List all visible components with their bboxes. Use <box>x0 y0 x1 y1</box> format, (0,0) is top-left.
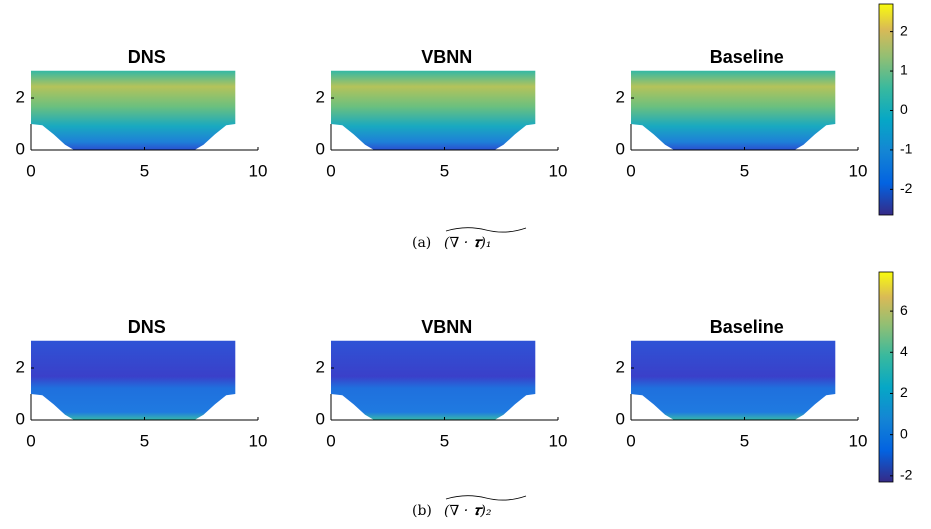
x-tick-label: 5 <box>440 431 449 450</box>
panel-title: DNS <box>128 47 166 67</box>
y-tick-label: 0 <box>316 139 325 158</box>
y-tick-label: 0 <box>616 139 625 158</box>
caption-tilde <box>445 227 527 233</box>
colorbar-tick-label: 4 <box>900 343 908 359</box>
x-tick-label: 5 <box>740 161 749 180</box>
caption-label: (a) <box>412 235 431 251</box>
x-tick-label: 5 <box>440 161 449 180</box>
flow-field <box>631 70 836 150</box>
colorbar <box>878 271 894 483</box>
flow-field <box>331 70 536 150</box>
flow-field <box>631 340 836 420</box>
colorbar-tick-label: 2 <box>900 22 908 38</box>
colorbar-tick-label: -2 <box>900 467 913 483</box>
x-tick-label: 10 <box>249 431 268 450</box>
caption-math: (∇ · 𝝉)₁ <box>444 235 491 251</box>
colorbar-tick-label: -2 <box>900 180 913 196</box>
x-tick-label: 5 <box>140 161 149 180</box>
x-tick-label: 5 <box>140 431 149 450</box>
x-tick-label: 10 <box>549 161 568 180</box>
y-tick-label: 2 <box>616 357 625 376</box>
panel-title: VBNN <box>421 47 472 67</box>
y-tick-label: 2 <box>316 87 325 106</box>
flow-field <box>31 340 236 420</box>
panel-title: DNS <box>128 317 166 337</box>
x-tick-label: 0 <box>26 431 35 450</box>
colorbar-tick-label: -1 <box>900 141 913 157</box>
y-tick-label: 2 <box>616 87 625 106</box>
colorbar-tick-label: 6 <box>900 302 908 318</box>
y-tick-label: 2 <box>16 357 25 376</box>
x-tick-label: 0 <box>326 161 335 180</box>
x-tick-label: 5 <box>740 431 749 450</box>
x-tick-label: 0 <box>626 161 635 180</box>
x-tick-label: 0 <box>626 431 635 450</box>
x-tick-label: 10 <box>849 161 868 180</box>
x-tick-label: 0 <box>26 161 35 180</box>
x-tick-label: 10 <box>549 431 568 450</box>
y-tick-label: 2 <box>16 87 25 106</box>
flow-field <box>331 340 536 420</box>
x-tick-label: 10 <box>249 161 268 180</box>
y-tick-label: 0 <box>316 409 325 428</box>
panel-title: VBNN <box>421 317 472 337</box>
colorbar-tick-label: 0 <box>900 101 908 117</box>
colorbar-tick-label: 1 <box>900 62 908 78</box>
y-tick-label: 0 <box>16 139 25 158</box>
colorbar <box>878 3 894 216</box>
panel-title: Baseline <box>710 317 784 337</box>
x-tick-label: 0 <box>326 431 335 450</box>
y-tick-label: 2 <box>316 357 325 376</box>
caption-math: (∇ · 𝝉)₂ <box>444 503 492 519</box>
y-tick-label: 0 <box>616 409 625 428</box>
colorbar-tick-label: 0 <box>900 425 908 441</box>
y-tick-label: 0 <box>16 409 25 428</box>
caption-label: (b) <box>412 503 432 519</box>
panel-title: Baseline <box>710 47 784 67</box>
x-tick-label: 10 <box>849 431 868 450</box>
flow-field <box>31 70 236 150</box>
caption-tilde <box>445 495 527 501</box>
colorbar-tick-label: 2 <box>900 384 908 400</box>
